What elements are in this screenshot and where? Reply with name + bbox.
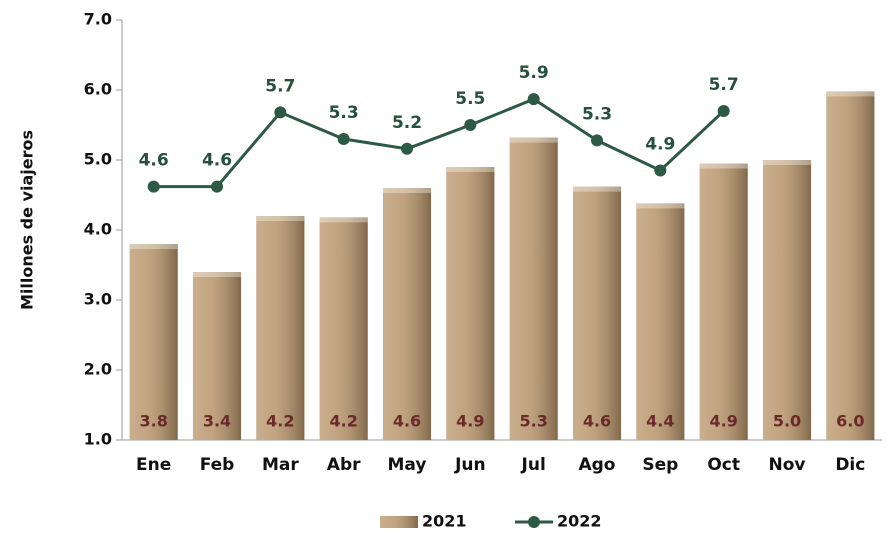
data-label: 4.6 — [202, 151, 232, 171]
legend-swatch-shade — [380, 516, 418, 528]
line-marker — [527, 93, 540, 106]
data-label: 4.2 — [329, 412, 357, 431]
bar-cap — [319, 217, 368, 223]
bar-cap — [762, 160, 812, 165]
x-tick-label: Ene — [136, 455, 171, 475]
legend-label: 2022 — [557, 512, 602, 531]
data-label: 3.8 — [139, 412, 167, 431]
x-tick-label: Oct — [707, 455, 740, 475]
x-tick-label: May — [388, 455, 427, 475]
y-tick-label: 6.0 — [84, 80, 112, 99]
bar-cap — [256, 216, 305, 221]
line — [153, 97, 725, 189]
bar-cap — [509, 137, 558, 143]
data-label: 4.2 — [266, 412, 294, 431]
data-label: 5.5 — [455, 89, 485, 109]
bar-shade — [192, 272, 242, 440]
bar-shade — [572, 186, 622, 440]
data-label: 5.0 — [773, 412, 801, 431]
data-label: 5.2 — [392, 113, 422, 133]
bar-shade — [699, 163, 748, 440]
bar-cap — [636, 203, 685, 209]
y-axis-label: Millones de viajeros — [18, 130, 37, 310]
data-label: 4.6 — [583, 412, 611, 431]
y-tick-label: 3.0 — [84, 290, 112, 309]
bar-shade — [256, 216, 305, 440]
bar-shade — [826, 91, 875, 441]
data-label: 4.9 — [456, 412, 484, 431]
bar-shade — [382, 188, 432, 440]
line-marker — [654, 164, 667, 177]
y-tick-label: 1.0 — [84, 430, 112, 449]
line-marker — [211, 180, 223, 193]
data-label: 3.4 — [203, 412, 231, 431]
data-label: 5.3 — [582, 104, 612, 124]
x-tick-label: Abr — [327, 455, 361, 475]
x-tick-label: Dic — [835, 455, 865, 475]
line-marker — [274, 106, 287, 119]
bar-shade — [509, 137, 558, 440]
bar-cap — [699, 163, 748, 169]
bar-cap — [192, 272, 242, 277]
bar-shade — [129, 244, 178, 440]
data-label: 4.4 — [646, 412, 674, 431]
bar-cap — [826, 91, 875, 97]
line-marker — [337, 133, 350, 145]
bar-shade — [762, 160, 812, 440]
x-tick-label: Feb — [200, 455, 235, 475]
data-label: 5.9 — [519, 63, 549, 83]
x-tick-label: Ago — [578, 455, 615, 475]
bar-shade — [319, 217, 368, 440]
x-tick-label: Sep — [642, 455, 678, 475]
y-tick-label: 7.0 — [84, 10, 112, 29]
data-label: 4.9 — [709, 412, 737, 431]
data-label: 5.7 — [265, 76, 295, 96]
data-label: 4.6 — [139, 151, 169, 171]
line-marker — [717, 105, 730, 117]
line-marker — [591, 134, 603, 147]
line-marker — [401, 142, 413, 155]
data-label: 6.0 — [836, 412, 864, 431]
bar-shade — [446, 167, 495, 440]
line-marker — [464, 119, 477, 131]
legend-marker — [528, 516, 540, 528]
x-tick-label: Nov — [769, 455, 806, 475]
bar-cap — [129, 244, 178, 249]
data-label: 5.7 — [709, 75, 739, 95]
x-tick-label: Mar — [262, 455, 299, 475]
y-tick-label: 4.0 — [84, 220, 112, 239]
bar-cap — [572, 186, 622, 192]
x-tick-label: Jun — [454, 455, 486, 475]
bar-cap — [446, 167, 495, 172]
data-label: 5.3 — [519, 412, 547, 431]
legend-label: 2021 — [422, 512, 467, 531]
line-marker — [147, 180, 160, 193]
bar-cap — [382, 188, 432, 193]
data-label: 5.3 — [329, 103, 359, 123]
x-tick-label: Jul — [521, 455, 546, 475]
data-label: 4.9 — [645, 135, 675, 155]
y-tick-label: 2.0 — [84, 360, 112, 379]
y-tick-label: 5.0 — [84, 150, 112, 169]
data-label: 4.6 — [393, 412, 421, 431]
bar-shade — [636, 203, 685, 440]
